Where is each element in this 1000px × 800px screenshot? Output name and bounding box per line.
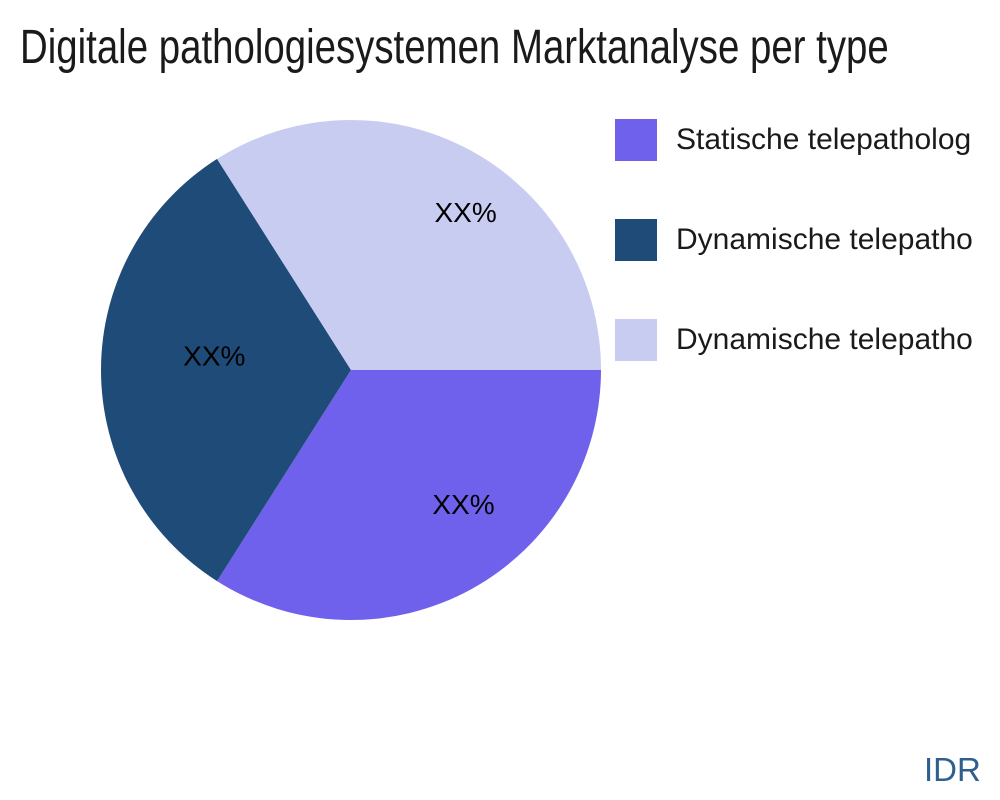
pie-slice: [217, 119, 602, 370]
pie-slice: [217, 370, 602, 621]
legend-swatch-icon: [615, 319, 657, 361]
legend-item: Dynamische telepatho: [615, 319, 973, 361]
pie-slice-label: XX%: [432, 489, 494, 520]
watermark-text: IDR: [924, 751, 981, 788]
pie-slice: [100, 158, 351, 582]
legend-swatch-icon: [615, 119, 657, 161]
legend-label: Dynamische telepatho: [676, 223, 973, 256]
legend-label: Dynamische telepatho: [676, 323, 973, 356]
legend-label: Statische telepatholog: [676, 123, 972, 156]
chart-title: Digitale pathologiesystemen Marktanalyse…: [20, 21, 889, 74]
legend: Statische telepatholog Dynamische telepa…: [615, 119, 973, 419]
legend-item: Dynamische telepatho: [615, 219, 973, 261]
pie-slice-label: XX%: [434, 197, 496, 228]
pie-slice-label: XX%: [183, 340, 245, 371]
legend-item: Statische telepatholog: [615, 119, 973, 161]
legend-swatch-icon: [615, 219, 657, 261]
